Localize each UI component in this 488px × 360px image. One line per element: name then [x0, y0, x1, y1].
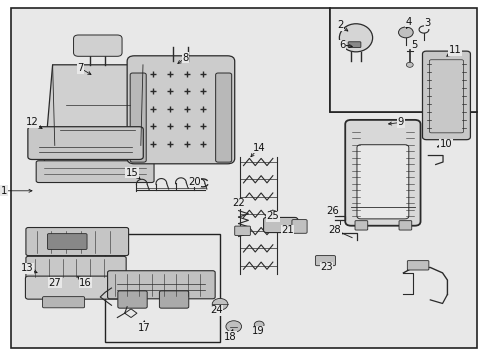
FancyBboxPatch shape: [118, 291, 147, 308]
Circle shape: [254, 321, 264, 328]
Text: 11: 11: [447, 45, 460, 55]
FancyBboxPatch shape: [291, 220, 306, 233]
Polygon shape: [11, 8, 476, 348]
Text: 8: 8: [183, 53, 188, 63]
Text: 7: 7: [77, 63, 84, 73]
FancyBboxPatch shape: [422, 51, 469, 140]
FancyBboxPatch shape: [42, 297, 84, 308]
Circle shape: [225, 321, 241, 332]
Text: 4: 4: [405, 17, 411, 27]
FancyBboxPatch shape: [26, 256, 126, 280]
Bar: [105, 234, 220, 342]
Text: 2: 2: [336, 20, 343, 30]
FancyBboxPatch shape: [263, 217, 297, 233]
Ellipse shape: [339, 24, 372, 52]
Circle shape: [212, 298, 227, 310]
Text: 24: 24: [209, 305, 222, 315]
Text: 18: 18: [223, 332, 236, 342]
FancyBboxPatch shape: [26, 228, 128, 256]
FancyBboxPatch shape: [25, 276, 129, 299]
Text: 13: 13: [20, 263, 33, 273]
Text: 15: 15: [125, 168, 138, 178]
Text: 19: 19: [251, 326, 264, 336]
FancyBboxPatch shape: [47, 234, 87, 249]
Text: 21: 21: [281, 225, 293, 235]
FancyBboxPatch shape: [234, 226, 250, 235]
Polygon shape: [44, 65, 151, 166]
Text: 26: 26: [325, 206, 338, 216]
Text: 17: 17: [138, 323, 150, 333]
Text: 1: 1: [0, 186, 7, 196]
FancyBboxPatch shape: [347, 42, 360, 48]
FancyBboxPatch shape: [407, 261, 428, 270]
FancyBboxPatch shape: [345, 120, 420, 226]
Text: 9: 9: [397, 117, 404, 127]
Text: 20: 20: [188, 177, 201, 187]
Circle shape: [406, 62, 412, 67]
Text: 22: 22: [232, 198, 244, 208]
Text: 6: 6: [338, 40, 345, 50]
Text: 5: 5: [410, 40, 417, 50]
Text: 23: 23: [320, 262, 332, 272]
FancyBboxPatch shape: [356, 145, 408, 219]
Text: 14: 14: [252, 143, 265, 153]
Text: 16: 16: [79, 278, 92, 288]
FancyBboxPatch shape: [127, 56, 234, 164]
FancyBboxPatch shape: [159, 291, 188, 308]
FancyBboxPatch shape: [215, 73, 231, 162]
Text: 12: 12: [25, 117, 38, 127]
FancyBboxPatch shape: [315, 256, 335, 266]
FancyBboxPatch shape: [36, 161, 154, 183]
FancyBboxPatch shape: [73, 35, 122, 56]
Text: 28: 28: [328, 225, 341, 235]
FancyBboxPatch shape: [354, 221, 367, 230]
Circle shape: [268, 210, 276, 216]
Text: 25: 25: [266, 211, 279, 221]
FancyBboxPatch shape: [28, 127, 143, 159]
Circle shape: [398, 27, 412, 38]
Text: 27: 27: [48, 278, 61, 288]
FancyBboxPatch shape: [130, 73, 146, 162]
Polygon shape: [329, 8, 476, 112]
Text: 10: 10: [439, 139, 451, 149]
FancyBboxPatch shape: [398, 221, 411, 230]
FancyBboxPatch shape: [107, 271, 215, 299]
Text: 3: 3: [424, 18, 430, 28]
